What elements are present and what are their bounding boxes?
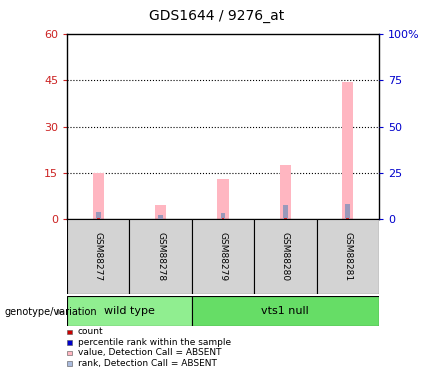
- Bar: [96, 211, 101, 219]
- Bar: [97, 218, 100, 219]
- Bar: [280, 165, 291, 219]
- Text: genotype/variation: genotype/variation: [4, 307, 97, 317]
- Bar: [220, 213, 226, 219]
- Text: GSM88279: GSM88279: [219, 232, 227, 281]
- Bar: [222, 218, 224, 219]
- Text: GSM88277: GSM88277: [94, 232, 103, 281]
- Bar: [346, 218, 349, 219]
- Text: count: count: [78, 327, 103, 336]
- Bar: [284, 218, 287, 219]
- Bar: [317, 219, 379, 294]
- Bar: [217, 179, 229, 219]
- Bar: [345, 204, 350, 219]
- Bar: [192, 296, 379, 326]
- Bar: [93, 173, 104, 219]
- Text: GDS1644 / 9276_at: GDS1644 / 9276_at: [149, 9, 284, 23]
- Bar: [67, 296, 192, 326]
- Bar: [158, 215, 163, 219]
- Text: percentile rank within the sample: percentile rank within the sample: [78, 338, 231, 347]
- Bar: [129, 219, 192, 294]
- Text: GSM88278: GSM88278: [156, 232, 165, 281]
- Bar: [192, 219, 254, 294]
- Text: value, Detection Call = ABSENT: value, Detection Call = ABSENT: [78, 348, 221, 357]
- Text: vts1 null: vts1 null: [262, 306, 309, 316]
- Bar: [342, 82, 353, 219]
- Bar: [283, 206, 288, 219]
- Bar: [155, 206, 166, 219]
- Text: wild type: wild type: [104, 306, 155, 316]
- Text: rank, Detection Call = ABSENT: rank, Detection Call = ABSENT: [78, 359, 216, 368]
- Text: GSM88280: GSM88280: [281, 232, 290, 281]
- Bar: [254, 219, 317, 294]
- Text: GSM88281: GSM88281: [343, 232, 352, 281]
- Bar: [67, 219, 129, 294]
